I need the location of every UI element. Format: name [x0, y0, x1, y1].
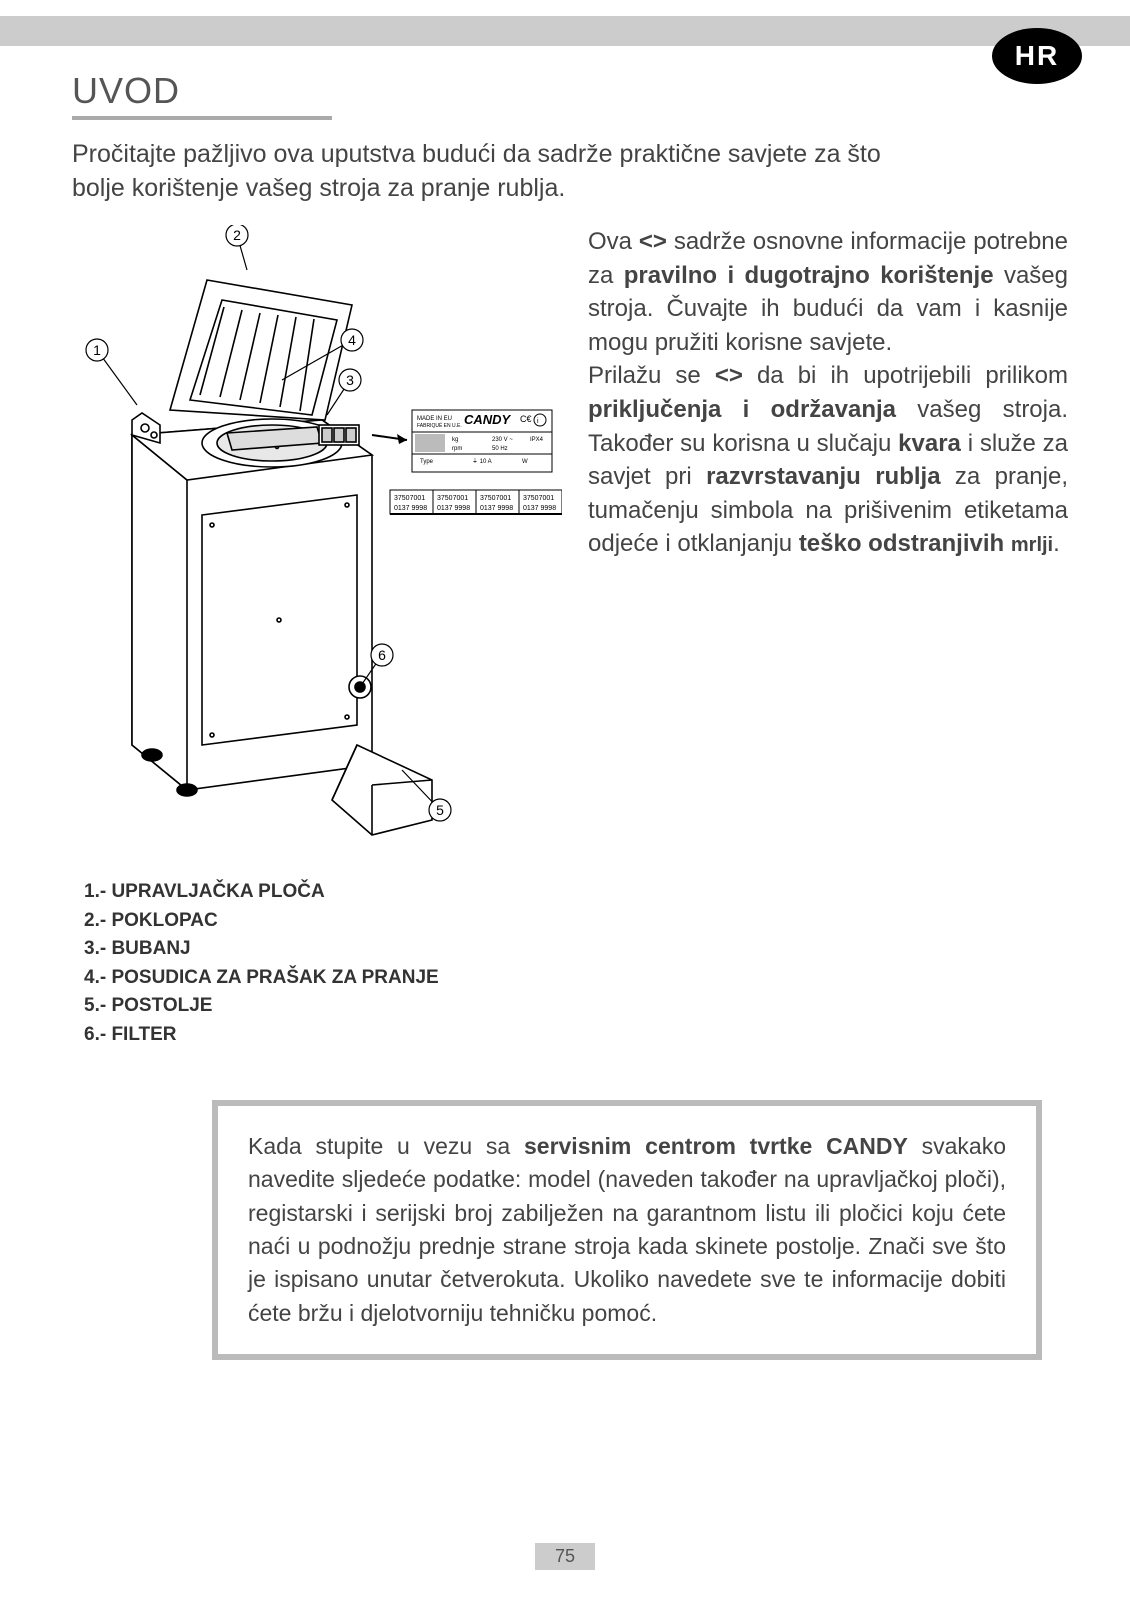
washer-diagram: MADE IN EU FABRIQUÉ EN U.E. CANDY C€ i k… — [72, 225, 562, 845]
svg-text:37507001: 37507001 — [437, 495, 468, 502]
svg-text:kg: kg — [452, 437, 458, 443]
parts-legend: 1.- UPRAVLJAČKA PLOČA2.- POKLOPAC3.- BUB… — [84, 878, 439, 1049]
page-title: UVOD — [72, 70, 180, 112]
svg-text:⏚ 10 A: ⏚ 10 A — [472, 458, 492, 465]
rating-label: MADE IN EU FABRIQUÉ EN U.E. CANDY C€ i k… — [372, 410, 552, 472]
svg-text:IPX4: IPX4 — [530, 437, 544, 443]
svg-text:W: W — [522, 459, 528, 465]
intro-paragraph: Pročitajte pažljivo ova uputstva budući … — [72, 138, 932, 206]
serial-strip: 37507001 0137 9998 37507001 0137 9998 3750… — [390, 490, 562, 514]
svg-text:FABRIQUÉ EN U.E.: FABRIQUÉ EN U.E. — [417, 422, 462, 429]
svg-text:3: 3 — [346, 372, 354, 388]
language-badge: HR — [992, 28, 1082, 84]
svg-text:230 V ~: 230 V ~ — [492, 437, 513, 443]
svg-text:2: 2 — [233, 227, 241, 243]
svg-text:37507001: 37507001 — [480, 495, 511, 502]
svg-text:4: 4 — [348, 332, 356, 348]
svg-text:37507001: 37507001 — [523, 495, 554, 502]
svg-text:0137 9998: 0137 9998 — [394, 505, 427, 512]
svg-text:37507001: 37507001 — [394, 495, 425, 502]
page-number: 75 — [535, 1543, 595, 1570]
top-gray-bar — [0, 16, 1130, 46]
svg-text:5: 5 — [436, 802, 444, 818]
service-note-box: Kada stupite u vezu sa servisnim centrom… — [212, 1100, 1042, 1360]
svg-text:0137 9998: 0137 9998 — [480, 505, 513, 512]
title-underline — [72, 116, 332, 120]
svg-text:MADE IN EU: MADE IN EU — [417, 416, 452, 422]
svg-text:0137 9998: 0137 9998 — [437, 505, 470, 512]
svg-text:CANDY: CANDY — [464, 412, 512, 427]
svg-text:rpm: rpm — [452, 446, 462, 452]
svg-text:1: 1 — [93, 342, 101, 358]
svg-text:Type: Type — [420, 459, 434, 465]
language-code: HR — [1015, 40, 1059, 72]
svg-text:50 Hz: 50 Hz — [492, 446, 508, 452]
svg-text:0137 9998: 0137 9998 — [523, 505, 556, 512]
svg-text:6: 6 — [378, 647, 386, 663]
svg-text:C€: C€ — [520, 414, 532, 424]
right-column-text: Ova <> sadrže osnovne informacije potreb… — [588, 225, 1068, 561]
